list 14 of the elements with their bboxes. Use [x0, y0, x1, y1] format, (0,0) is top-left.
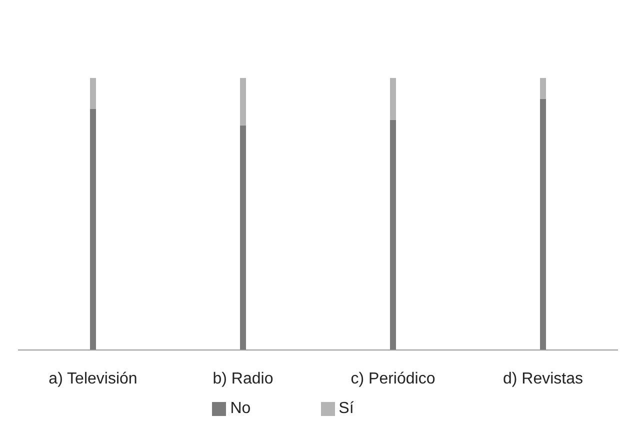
x-tick-label: d) Revistas	[502, 370, 584, 388]
legend-label: Sí	[338, 400, 354, 417]
bar	[90, 78, 96, 109]
bar	[390, 120, 396, 350]
bar	[240, 78, 246, 126]
bar	[540, 98, 546, 350]
bar	[240, 125, 246, 350]
bar	[540, 78, 546, 99]
x-tick-label: b) Radio	[212, 370, 274, 388]
legend-label: No	[230, 400, 251, 417]
x-tick-label: a) Televisión	[48, 370, 138, 388]
bar	[390, 78, 396, 120]
x-tick-label: c) Periódico	[350, 370, 436, 388]
bar	[90, 108, 96, 350]
